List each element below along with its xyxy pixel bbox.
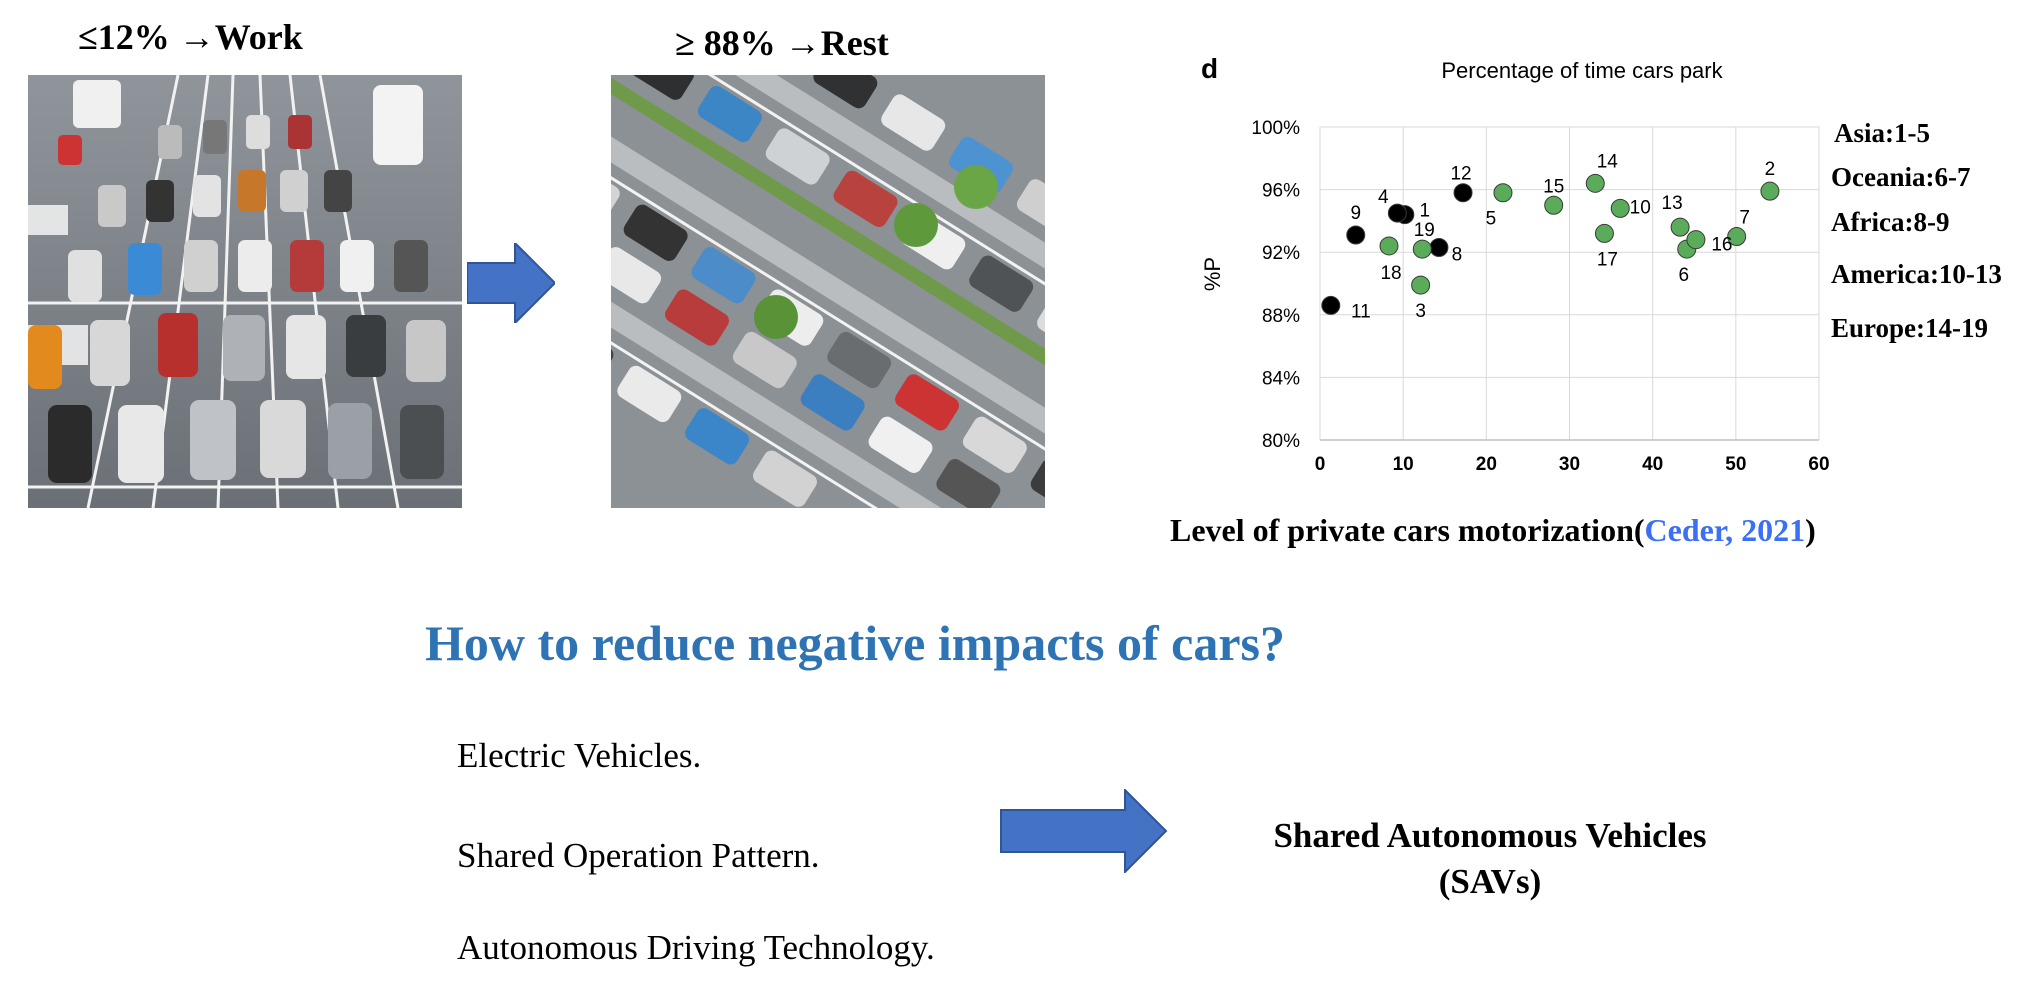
y-tick-label: 84%: [1262, 368, 1300, 389]
data-point-18: [1379, 236, 1399, 256]
x-tick-label: 10: [1393, 454, 1414, 475]
data-label-16: 16: [1711, 235, 1732, 256]
work-percentage-label: ≤12% →Work: [78, 17, 303, 57]
bullet-shared-operation: Shared Operation Pattern.: [457, 836, 820, 875]
data-label-18: 18: [1380, 263, 1401, 284]
data-label-10: 10: [1630, 197, 1651, 218]
bullet-autonomous-driving: Autonomous Driving Technology.: [457, 928, 935, 967]
data-label-3: 3: [1415, 301, 1426, 322]
data-point-2: [1760, 181, 1780, 201]
region-america: America:10-13: [1831, 259, 2002, 289]
y-axis-label: %P: [1200, 257, 1225, 291]
y-tick-label: 100%: [1251, 118, 1300, 139]
data-label-1: 1: [1420, 201, 1431, 222]
data-point-15: [1544, 195, 1564, 215]
data-label-9: 9: [1350, 203, 1361, 224]
data-label-19: 19: [1414, 220, 1435, 241]
data-label-13: 13: [1662, 193, 1683, 214]
sav-result-line2: (SAVs): [1438, 862, 1542, 901]
region-asia: Asia:1-5: [1834, 118, 1930, 148]
sav-result: Shared Autonomous Vehicles (SAVs): [1200, 813, 1780, 905]
traffic-jam-photo: [28, 75, 462, 508]
data-label-8: 8: [1452, 245, 1463, 266]
data-label-14: 14: [1597, 151, 1619, 172]
data-point-5: [1493, 183, 1513, 203]
grid-lines: [1319, 126, 1820, 441]
panel-letter: d: [1201, 53, 1218, 84]
y-tick-label: 96%: [1262, 181, 1300, 202]
data-point-8: [1429, 238, 1449, 258]
right-arrow-icon: [466, 240, 557, 326]
x-axis-label: Level of private cars motorization(Ceder…: [1170, 512, 1816, 549]
sav-result-line1: Shared Autonomous Vehicles: [1273, 816, 1707, 855]
scatter-plot: d Percentage of time cars park %P 0 10 20 3…: [1200, 53, 1830, 475]
x-tick-label: 50: [1725, 454, 1746, 475]
data-point-12: [1453, 183, 1473, 203]
data-label-6: 6: [1678, 265, 1689, 286]
data-label-4: 4: [1378, 187, 1389, 208]
data-point-11: [1321, 295, 1341, 315]
x-axis-label-text: Level of private cars motorization(: [1170, 512, 1645, 548]
question-heading: How to reduce negative impacts of cars?: [425, 615, 1286, 671]
data-label-5: 5: [1486, 209, 1497, 230]
axis-ticks: 0 10 20 30 40 50 60 80% 84% 88% 92% 96% 100%: [1251, 118, 1829, 475]
parking-scatter-chart: d Percentage of time cars park %P 0 10 20 3…: [1185, 40, 2025, 560]
data-label-12: 12: [1450, 164, 1471, 185]
x-tick-label: 30: [1559, 454, 1580, 475]
y-tick-label: 92%: [1262, 243, 1300, 264]
data-point-17: [1594, 223, 1614, 243]
region-africa: Africa:8-9: [1831, 207, 1950, 237]
data-point-13: [1670, 217, 1690, 237]
rest-percentage-label: ≥ 88% →Rest: [675, 23, 889, 63]
x-tick-label: 0: [1315, 454, 1326, 475]
data-point-16: [1686, 230, 1706, 250]
region-oceania: Oceania:6-7: [1831, 162, 1971, 192]
y-tick-label: 88%: [1262, 306, 1300, 327]
data-point-3: [1411, 275, 1431, 295]
bullet-electric-vehicles: Electric Vehicles.: [457, 736, 702, 775]
x-tick-label: 20: [1476, 454, 1497, 475]
x-axis-label-close: ): [1805, 512, 1816, 548]
data-label-15: 15: [1543, 176, 1564, 197]
y-tick-label: 80%: [1262, 431, 1300, 452]
data-point-19: [1412, 239, 1432, 259]
x-tick-label: 40: [1642, 454, 1663, 475]
data-label-2: 2: [1765, 159, 1776, 180]
data-point-9: [1346, 225, 1366, 245]
x-tick-label: 60: [1808, 454, 1829, 475]
chart-title: Percentage of time cars park: [1441, 58, 1723, 83]
data-label-11: 11: [1351, 301, 1371, 322]
data-point-4: [1387, 203, 1407, 223]
result-arrow-icon: [1000, 787, 1168, 875]
region-europe: Europe:14-19: [1831, 313, 1989, 343]
parking-lot-photo: [611, 75, 1045, 508]
data-point-7: [1727, 227, 1747, 247]
data-label-17: 17: [1597, 249, 1618, 270]
citation-link[interactable]: Ceder, 2021: [1644, 512, 1806, 548]
traffic-jam-illustration: [28, 75, 462, 508]
parking-lot-illustration: [611, 75, 1045, 508]
data-point-10: [1610, 198, 1630, 218]
data-point-14: [1585, 173, 1605, 193]
data-label-7: 7: [1739, 208, 1750, 229]
